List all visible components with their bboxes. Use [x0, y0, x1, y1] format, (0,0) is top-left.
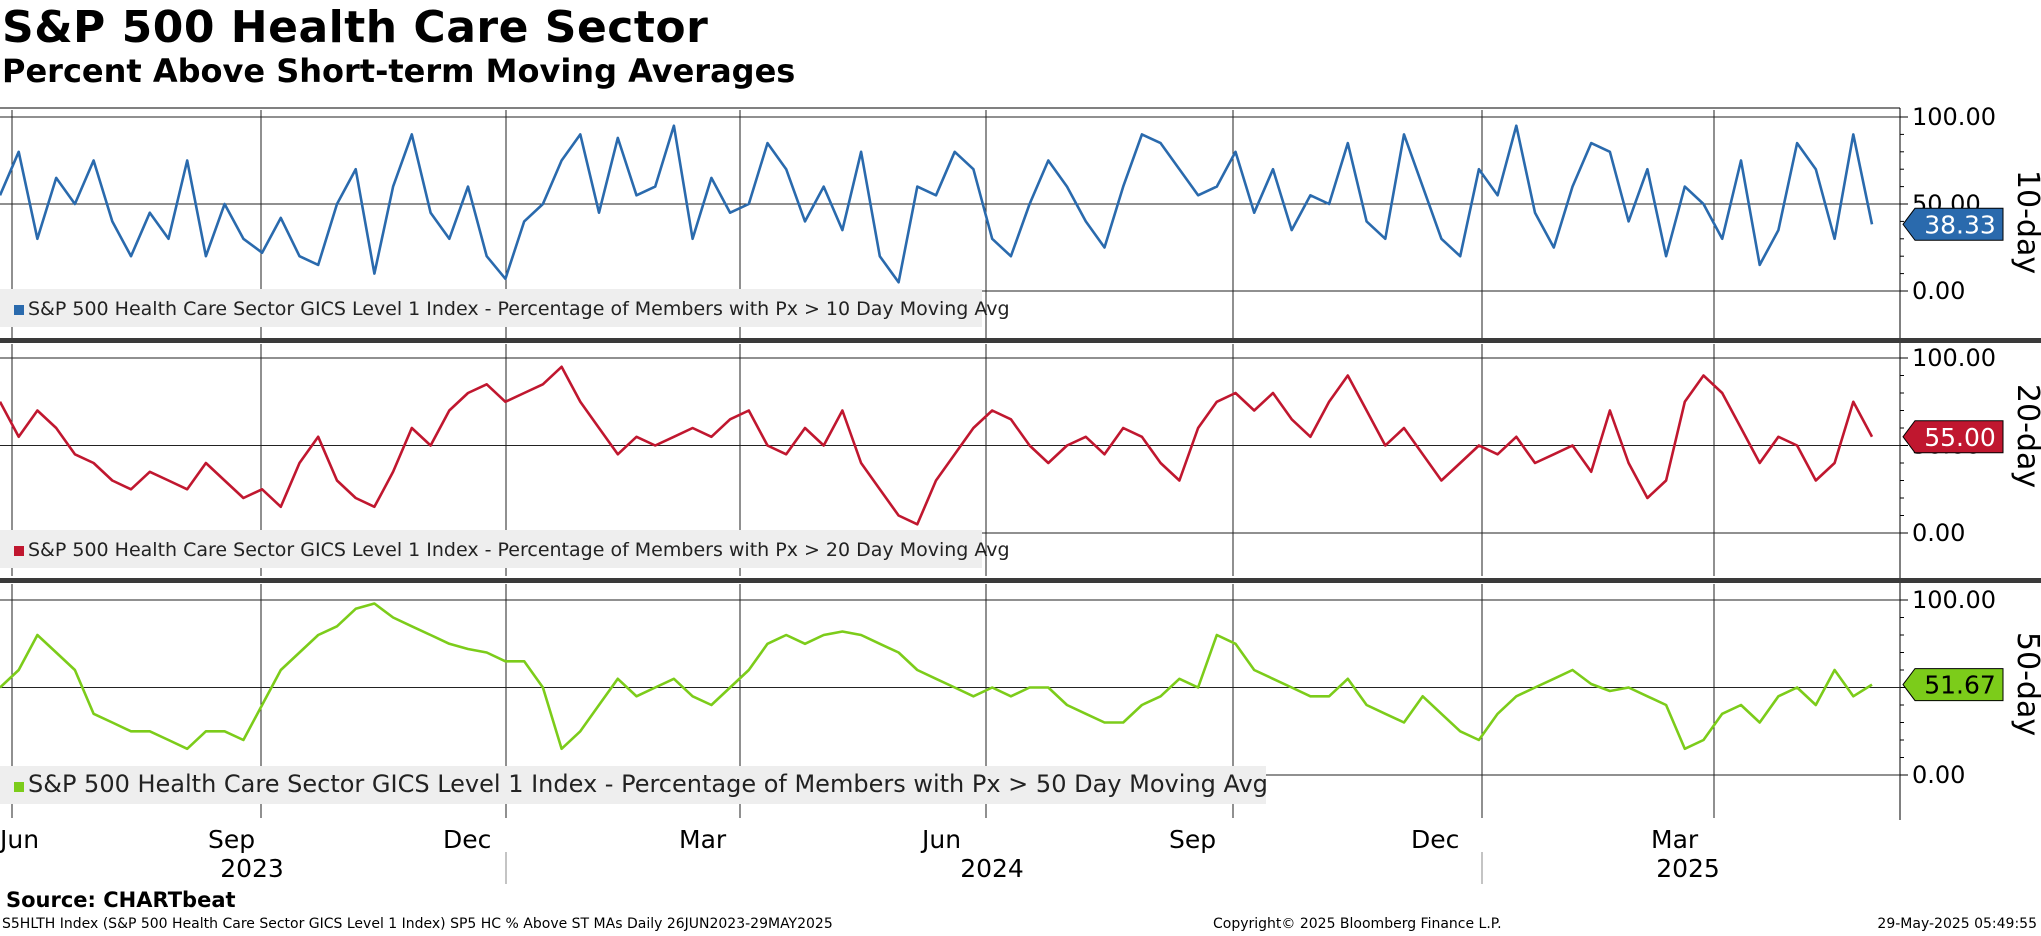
last-value-label: 55.00	[1924, 423, 1996, 452]
last-value-tag	[1902, 420, 2004, 454]
y-tick-label: 0.00	[1912, 277, 1965, 305]
series-line-10-day	[0, 124, 1874, 284]
ticker-description: S5HLTH Index (S&P 500 Health Care Sector…	[2, 916, 833, 932]
x-month-label: Sep	[1169, 825, 1216, 854]
legend-label: S&P 500 Health Care Sector GICS Level 1 …	[28, 770, 1268, 798]
copyright-notice: Copyright© 2025 Bloomberg Finance L.P.	[1213, 916, 1502, 932]
y-tick-label: 100.00	[1912, 586, 1996, 614]
last-value-tag	[1902, 207, 2004, 241]
x-year-label: 2025	[1656, 854, 1720, 883]
x-month-label: Sep	[208, 825, 255, 854]
legend-box	[0, 530, 982, 568]
series-line-20-day	[0, 365, 1874, 526]
y-tick-label: 100.00	[1912, 344, 1996, 372]
y-tick-label: 0.00	[1912, 761, 1965, 789]
timestamp: 29-May-2025 05:49:55	[1877, 916, 2037, 932]
axis-label-50-day: 50-day	[2010, 632, 2041, 736]
chart-subtitle: Percent Above Short-term Moving Averages	[2, 52, 796, 90]
last-value-label: 51.67	[1924, 671, 1996, 700]
y-tick-label: 100.00	[1912, 103, 1996, 131]
x-month-label: Dec	[1411, 825, 1459, 854]
legend-box	[0, 766, 1266, 804]
legend-swatch	[14, 546, 24, 556]
panel-separator	[0, 578, 2041, 583]
last-value-tag	[1902, 668, 2004, 702]
legend-swatch	[14, 782, 24, 792]
series-line-50-day	[0, 602, 1873, 751]
legend-swatch	[14, 305, 24, 315]
x-year-label: 2023	[220, 854, 284, 883]
chart-title: S&P 500 Health Care Sector	[2, 2, 709, 53]
legend-label: S&P 500 Health Care Sector GICS Level 1 …	[28, 539, 1010, 561]
last-value-label: 38.33	[1924, 210, 1996, 239]
legend-label: S&P 500 Health Care Sector GICS Level 1 …	[28, 298, 1010, 320]
x-year-label: 2024	[960, 854, 1024, 883]
x-month-label: Jun	[920, 825, 961, 854]
source-label: Source: CHARTbeat	[6, 888, 236, 912]
x-month-label: Mar	[679, 825, 727, 854]
legend-box	[0, 289, 982, 327]
y-tick-label: 0.00	[1912, 519, 1965, 547]
axis-label-10-day: 10-day	[2010, 170, 2041, 274]
x-month-label: Dec	[443, 825, 491, 854]
panel-separator	[0, 338, 2041, 343]
axis-label-20-day: 20-day	[2010, 384, 2041, 488]
x-month-label: Jun	[0, 825, 39, 854]
x-month-label: Mar	[1651, 825, 1699, 854]
